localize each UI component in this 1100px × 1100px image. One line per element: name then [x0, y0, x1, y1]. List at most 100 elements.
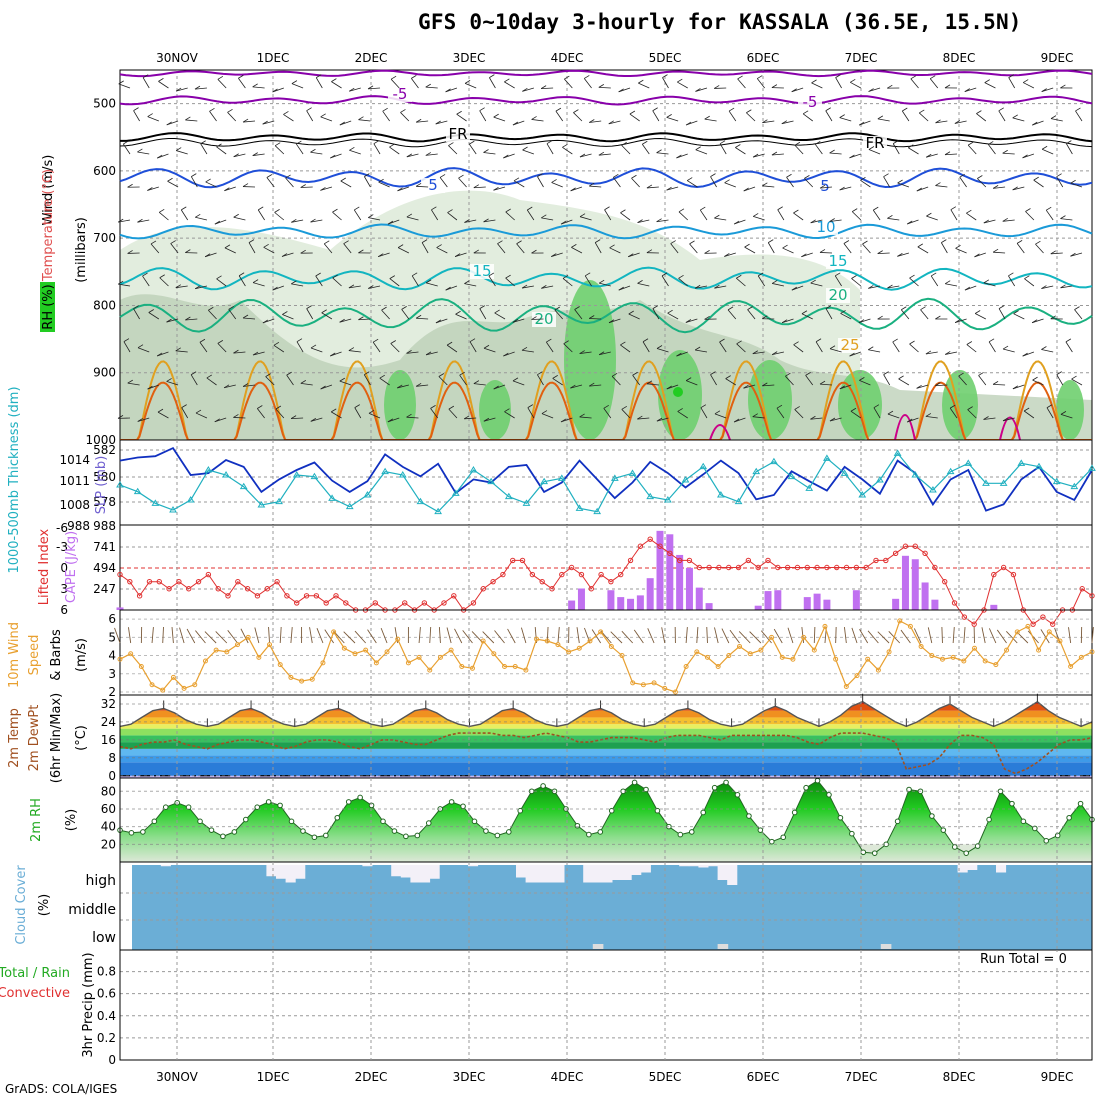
upper-wind-barb-flag — [473, 380, 480, 384]
upper-wind-barb-flag — [117, 280, 124, 285]
upper-wind-barb — [516, 243, 525, 254]
upper-wind-barb-flag — [516, 240, 522, 245]
upper-wind-barb-flag — [1050, 115, 1057, 119]
wind-speed-point-60 — [758, 647, 764, 653]
cape-bar-75 — [852, 590, 860, 610]
upper-wind-barb-flag — [897, 253, 903, 257]
upper-wind-barb — [275, 408, 285, 419]
lifted-point-45 — [559, 571, 565, 578]
upper-wind-barb-flag — [170, 240, 176, 244]
thickness-point-14 — [363, 491, 372, 498]
upper-wind-barb-flag — [503, 154, 509, 159]
date-label-top-6: 6DEC — [747, 51, 780, 65]
upper-wind-barb — [883, 374, 891, 386]
label-temp2m-d: (°C) — [74, 725, 89, 751]
cape-bar-83 — [931, 599, 939, 610]
upper-wind-barb — [604, 209, 612, 221]
upper-wind-barb-flag — [666, 114, 672, 118]
upper-wind-barb — [752, 351, 765, 355]
upper-wind-barb — [959, 176, 967, 188]
upper-wind-barb-flag — [620, 209, 626, 214]
thickness-point-38 — [787, 472, 796, 480]
lifted-tick-0: 0 — [60, 561, 68, 575]
upper-wind-barb-flag — [503, 352, 509, 357]
upper-wind-barb — [200, 143, 208, 155]
upper-wind-barb — [1002, 417, 1015, 422]
upper-wind-barb-flag — [158, 78, 164, 82]
upper-wind-barb — [998, 110, 1006, 122]
upper-wind-barb — [479, 308, 487, 320]
upper-wind-barb — [541, 285, 554, 289]
cloud-level-low: low — [92, 930, 116, 946]
upper-wind-barb-flag — [967, 406, 973, 410]
upper-wind-barb-flag — [372, 338, 379, 343]
upper-wind-barb — [448, 408, 458, 419]
rh2m-point-18 — [323, 832, 329, 839]
upper-wind-barb — [142, 77, 150, 89]
upper-wind-barb — [1066, 143, 1073, 155]
upper-wind-barb — [546, 341, 554, 353]
lifted-point-0 — [117, 571, 123, 578]
upper-wind-barb — [1012, 117, 1025, 122]
upper-wind-barb-flag — [175, 87, 182, 92]
upper-wind-barb-flag — [554, 306, 561, 311]
upper-wind-barb-flag — [719, 140, 726, 145]
upper-wind-barb — [497, 243, 506, 254]
lifted-point-98 — [1079, 586, 1085, 592]
rh-moist-blob-2 — [748, 360, 792, 440]
upper-wind-barb — [570, 186, 583, 192]
upper-wind-barb — [310, 347, 323, 353]
rh2m-point-72 — [940, 827, 947, 833]
upper-wind-barb — [908, 147, 919, 155]
upper-wind-barb — [378, 181, 390, 188]
upper-wind-barb-flag — [415, 314, 422, 319]
upper-wind-barb-flag — [656, 218, 662, 223]
upper-wind-barb — [958, 375, 967, 386]
upper-wind-barb-flag — [214, 220, 221, 225]
upper-wind-barb — [810, 417, 823, 420]
upper-wind-barb-flag — [560, 418, 567, 423]
surface-barb-40 — [546, 626, 549, 644]
upper-wind-barb-flag — [771, 280, 778, 284]
surface-barb-41 — [557, 627, 560, 644]
upper-wind-barb — [851, 211, 862, 221]
upper-wind-barb — [263, 246, 275, 254]
upper-wind-barb — [967, 409, 977, 419]
upper-wind-barb — [589, 185, 602, 188]
upper-wind-barb-flag — [897, 179, 903, 184]
wind-speed-point-87 — [1046, 629, 1052, 635]
lifted-point-71 — [814, 564, 820, 571]
upper-wind-barb — [513, 180, 525, 188]
lifted-point-55 — [657, 543, 663, 549]
upper-wind-barb — [753, 216, 765, 221]
upper-wind-barb — [940, 242, 948, 254]
upper-wind-barb-flag — [310, 418, 317, 422]
upper-wind-barb-flag — [603, 404, 609, 409]
lifted-point-75 — [853, 564, 860, 571]
upper-wind-barb-flag — [438, 373, 445, 377]
upper-wind-barb — [621, 409, 631, 419]
wind-speed-point-25 — [384, 649, 390, 655]
wind-speed-point-69 — [854, 673, 860, 679]
lifted-point-40 — [510, 557, 516, 564]
upper-wind-barb — [378, 252, 390, 258]
rh2m-point-12 — [254, 804, 261, 810]
upper-wind-barb-flag — [204, 253, 211, 258]
upper-wind-barb-flag — [118, 80, 124, 85]
rh2m-point-25 — [403, 833, 409, 840]
upper-wind-barb — [353, 209, 362, 221]
upper-wind-barb-flag — [233, 349, 239, 354]
upper-wind-barb-flag — [320, 385, 326, 390]
upper-wind-barb-flag — [512, 377, 519, 382]
upper-wind-barb-flag — [637, 219, 643, 223]
upper-wind-barb — [416, 317, 429, 320]
rh2m-point-60 — [803, 784, 809, 791]
upper-wind-barb — [656, 219, 669, 223]
upper-wind-barb-flag — [588, 315, 595, 319]
rh2m-point-51 — [700, 809, 707, 816]
rh2m-point-27 — [425, 820, 432, 826]
upper-wind-barb-flag — [781, 120, 788, 125]
wind-speed-point-6 — [181, 685, 187, 691]
upper-wind-barb-flag — [252, 152, 258, 156]
upper-wind-barb — [1023, 410, 1035, 419]
